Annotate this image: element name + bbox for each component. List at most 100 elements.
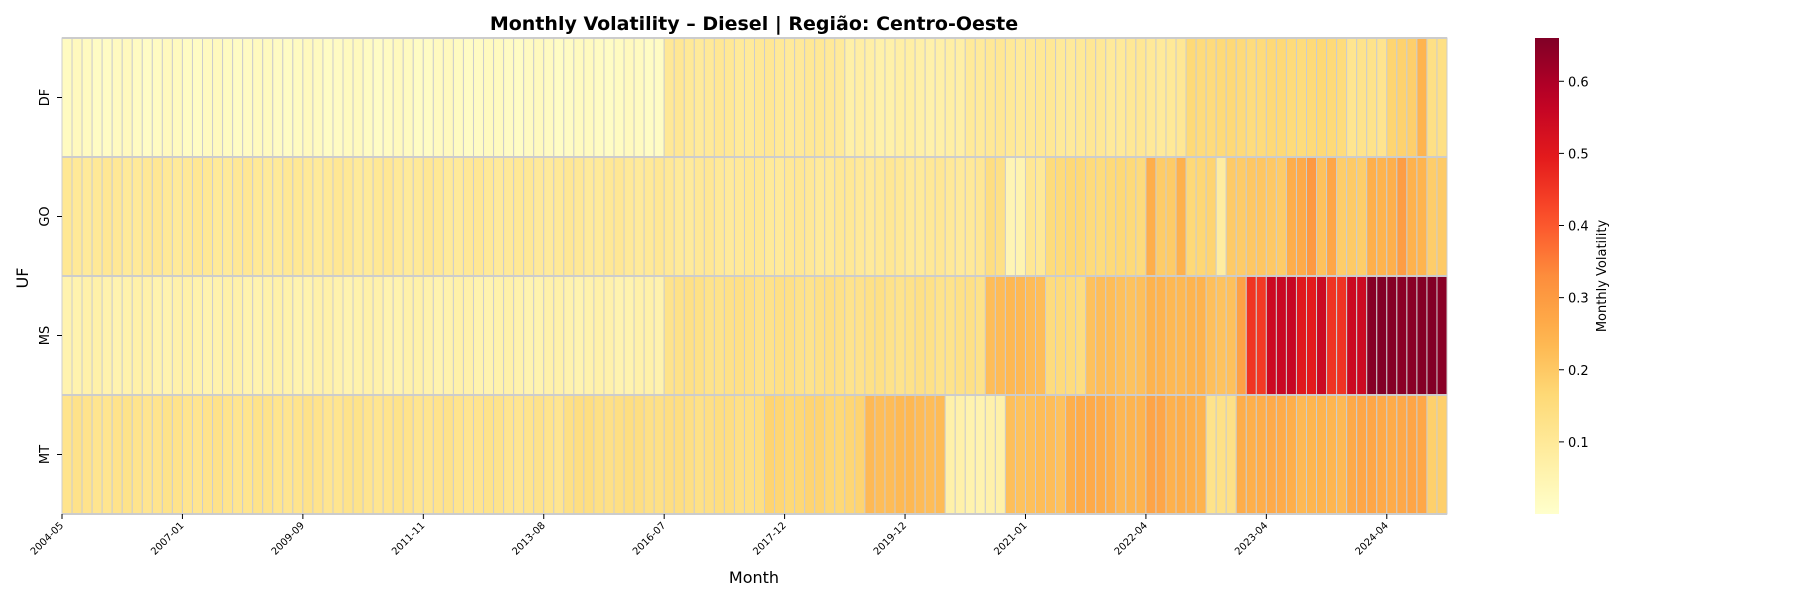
heatmap-cell xyxy=(1235,37,1247,158)
heatmap-cell xyxy=(864,394,876,515)
colorbar-tick-label: 0.5 xyxy=(1568,147,1589,162)
heatmap-cell xyxy=(252,394,264,515)
heatmap-cell xyxy=(964,156,976,277)
heatmap-cell xyxy=(854,394,866,515)
heatmap-cell xyxy=(1024,156,1037,277)
heatmap-cell xyxy=(1225,156,1237,277)
heatmap-cell xyxy=(984,156,996,277)
heatmap-cell xyxy=(1436,275,1448,396)
heatmap-cell xyxy=(222,394,234,515)
heatmap-cell xyxy=(1426,394,1438,515)
heatmap-cell xyxy=(553,394,565,515)
heatmap-cell xyxy=(944,394,956,515)
heatmap-cell xyxy=(784,156,796,277)
heatmap-cell xyxy=(1436,156,1448,277)
heatmap-cell xyxy=(382,37,394,158)
heatmap-cell xyxy=(764,37,776,158)
heatmap-cell xyxy=(743,156,756,277)
heatmap-cell xyxy=(723,37,735,158)
x-tick-label: 2011-11 xyxy=(390,520,427,557)
heatmap-cell xyxy=(814,394,826,515)
heatmap-cell xyxy=(252,156,264,277)
heatmap-cell xyxy=(121,275,133,396)
heatmap-cell xyxy=(1095,156,1107,277)
heatmap-cell xyxy=(1426,156,1438,277)
heatmap-cell xyxy=(583,394,595,515)
heatmap-cell xyxy=(493,37,505,158)
heatmap-cell xyxy=(1004,37,1016,158)
heatmap-cell xyxy=(382,275,394,396)
heatmap-cell xyxy=(804,37,816,158)
heatmap-cell xyxy=(904,394,916,515)
heatmap-cell xyxy=(754,394,766,515)
heatmap-cell xyxy=(252,275,264,396)
heatmap-cell xyxy=(1386,156,1398,277)
heatmap-cell xyxy=(1195,156,1207,277)
heatmap-cell xyxy=(342,37,354,158)
heatmap-cell xyxy=(733,37,745,158)
heatmap-cell xyxy=(1065,37,1077,158)
heatmap-cell xyxy=(1175,37,1187,158)
heatmap-cell xyxy=(743,37,756,158)
heatmap-cell xyxy=(141,37,153,158)
heatmap-cell xyxy=(814,156,826,277)
heatmap-cell xyxy=(794,37,806,158)
heatmap-cell xyxy=(282,394,294,515)
heatmap-cell xyxy=(1336,37,1348,158)
heatmap-cell xyxy=(1235,156,1247,277)
heatmap-cell xyxy=(1135,156,1147,277)
heatmap-cell xyxy=(171,394,183,515)
heatmap-cell xyxy=(1115,156,1127,277)
heatmap-cell xyxy=(322,275,334,396)
chart-title: Monthly Volatility – Diesel | Região: Ce… xyxy=(490,13,1018,35)
heatmap-cell xyxy=(754,37,766,158)
heatmap-cell xyxy=(412,275,424,396)
heatmap-cell xyxy=(81,156,93,277)
heatmap-cell xyxy=(1316,394,1328,515)
heatmap-cell xyxy=(874,394,886,515)
heatmap-cell xyxy=(784,394,796,515)
heatmap-cell xyxy=(824,37,836,158)
heatmap-cell xyxy=(994,394,1006,515)
heatmap-cell xyxy=(523,394,535,515)
heatmap-cell xyxy=(553,156,565,277)
heatmap-cell xyxy=(764,394,776,515)
heatmap-cell xyxy=(924,275,936,396)
heatmap-cell xyxy=(1235,394,1247,515)
heatmap-cell xyxy=(402,156,414,277)
heatmap-cell xyxy=(191,275,204,396)
heatmap-cell xyxy=(272,394,284,515)
heatmap-cell xyxy=(322,37,334,158)
heatmap-cell xyxy=(483,394,495,515)
heatmap-cell xyxy=(402,275,414,396)
heatmap-cell xyxy=(573,275,585,396)
x-tick-label: 2016-07 xyxy=(631,520,668,557)
heatmap-cell xyxy=(1285,394,1297,515)
heatmap-cell xyxy=(1225,394,1237,515)
heatmap-cell xyxy=(703,275,715,396)
heatmap-cell xyxy=(1075,394,1087,515)
heatmap-cell xyxy=(1185,37,1197,158)
heatmap-cell xyxy=(974,156,986,277)
heatmap-cell xyxy=(1205,394,1217,515)
heatmap-cell xyxy=(954,394,966,515)
heatmap-cell xyxy=(1356,156,1368,277)
heatmap-cell xyxy=(412,394,424,515)
heatmap-cell xyxy=(513,37,525,158)
heatmap-cell xyxy=(422,275,434,396)
heatmap-cell xyxy=(1285,275,1297,396)
heatmap-cell xyxy=(774,394,786,515)
heatmap-cell xyxy=(1225,275,1237,396)
heatmap-cell xyxy=(1366,37,1378,158)
heatmap-cell xyxy=(894,275,906,396)
heatmap-cell xyxy=(1376,394,1388,515)
heatmap-cell xyxy=(1436,37,1448,158)
heatmap-cell xyxy=(422,156,434,277)
heatmap-cell xyxy=(683,394,695,515)
heatmap-cell xyxy=(1295,275,1307,396)
heatmap-cell xyxy=(1155,394,1167,515)
heatmap-cell xyxy=(1416,275,1428,396)
heatmap-cell xyxy=(603,275,615,396)
heatmap-cell xyxy=(1165,394,1177,515)
heatmap-cell xyxy=(131,275,143,396)
